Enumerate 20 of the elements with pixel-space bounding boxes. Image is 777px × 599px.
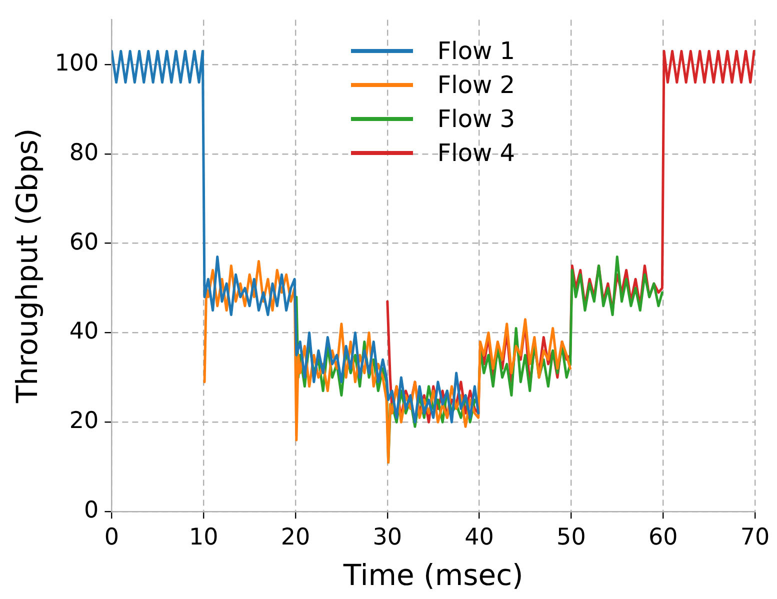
x-tick-label: 50	[556, 524, 586, 550]
y-tick-label: 60	[69, 229, 99, 256]
legend-label: Flow 2	[437, 70, 516, 101]
y-tick-label: 40	[69, 318, 99, 345]
y-tick-label: 100	[54, 50, 99, 76]
legend-label: Flow 3	[437, 104, 516, 135]
y-axis-title: Throughput (Gbps)	[10, 128, 44, 404]
y-tick-label: 20	[69, 408, 99, 434]
y-tick-label: 80	[69, 140, 99, 166]
x-tick-label: 10	[188, 524, 218, 550]
x-tick-label: 60	[648, 524, 678, 550]
legend-label: Flow 4	[437, 138, 516, 169]
x-tick-label: 20	[280, 524, 310, 550]
x-tick-label: 70	[740, 524, 770, 550]
x-tick-label: 40	[464, 524, 494, 550]
x-tick-label: 30	[372, 524, 402, 550]
y-tick-label: 0	[84, 498, 99, 524]
x-axis-title: Time (msec)	[342, 558, 524, 592]
legend-label: Flow 1	[437, 36, 516, 67]
x-tick-label: 0	[104, 524, 120, 550]
